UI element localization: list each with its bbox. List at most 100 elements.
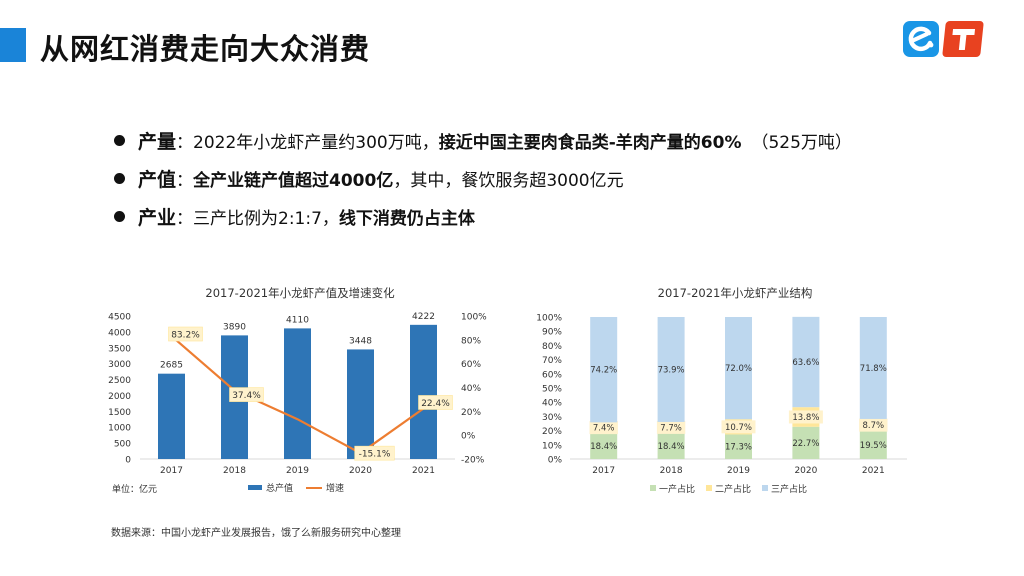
y-tick-label: 90% [542,328,562,338]
segment-label-box [859,418,888,432]
x-tick-label: 2019 [727,466,750,476]
segment-label-box [589,421,618,435]
page-title: 从网红消费走向大众消费 [40,32,371,66]
segment-data-label: 7.7% [660,423,682,433]
y-tick-label: 3000 [108,360,131,370]
stacked-bar-segment [725,434,752,459]
bullet-list: 产量 ： 2022年小龙虾产量约300万吨， 接近中国主要肉食品类-羊肉产量的6… [114,121,852,235]
bar-data-label: 2685 [160,361,183,371]
x-tick-label: 2017 [160,466,183,476]
segment-data-label: 18.4% [658,442,685,452]
bullet-text: 三产比例为2:1:7， [193,208,339,229]
bullet-key: 产量 [138,130,177,153]
bullet-highlight: 全产业链产值超过4000亿 [193,170,394,191]
segment-data-label: 13.8% [792,413,819,423]
bullet-text: 2022年小龙虾产量约300万吨， [193,132,439,153]
unit-note: 单位：亿元 [112,483,157,495]
segment-data-label: 74.2% [590,366,617,376]
y2-tick-label: 20% [461,408,481,418]
y-tick-label: 1500 [108,408,131,418]
bullet-industry: 产业 ： 三产比例为2:1:7， 线下消费仍占主体 [114,197,852,235]
segment-data-label: 8.7% [862,421,884,431]
x-tick-label: 2020 [794,466,817,476]
bullet-highlight: 接近中国主要肉食品类-羊肉产量的60% [438,132,742,153]
segment-data-label: 73.9% [658,365,685,375]
segment-data-label: 10.7% [725,423,752,433]
segment-data-label: 72.0% [725,364,752,374]
y-tick-label: 80% [542,342,562,352]
y2-tick-label: 40% [461,384,481,394]
y2-tick-label: 100% [461,313,487,323]
line-label-box [418,395,453,410]
y-tick-label: 40% [542,399,562,409]
t-logo-icon [942,21,984,57]
y-tick-label: 20% [542,427,562,437]
y-tick-label: 70% [542,356,562,366]
y-tick-label: 100% [536,314,562,324]
y-tick-label: 2000 [108,392,131,402]
y-tick-label: 1000 [108,424,131,434]
y2-tick-label: 0% [461,432,476,442]
bar-data-label: 3448 [349,336,372,346]
line-data-label: 83.2% [171,331,200,341]
legend-swatch-bar [248,485,262,490]
output-value-chart-svg: 2017-2021年小龙虾产值及增速变化 0 500 1000 1500 2000 2500… [108,286,487,495]
y-tick-label: 0% [548,456,563,466]
industry-structure-chart: 2017-2021年小龙虾产业结构 0% 10% 20% 30% 40% 50% 60% 70%… [530,280,930,500]
line-data-label: -15.1% [359,450,391,460]
line-label-box [168,326,203,342]
y-tick-label: 10% [542,441,562,451]
bar-total-value [284,328,311,459]
line-data-label: 22.4% [421,399,450,409]
bar-data-label: 3890 [223,322,246,332]
stacked-bar-segment [590,317,618,423]
y-tick-label: 0 [125,456,131,466]
y-tick-label: 30% [542,413,562,423]
chart-title: 2017-2021年小龙虾产值及增速变化 [205,286,395,300]
eleme-logo-icon [903,21,939,57]
x-tick-label: 2021 [862,466,885,476]
legend-label: 一产占比 [659,483,695,495]
y-tick-label: 4500 [108,313,131,323]
y-tick-label: 3500 [108,344,131,354]
segment-label-box [788,410,823,424]
legend-swatch [706,485,712,491]
stacked-bar-segment [725,317,752,420]
y-tick-label: 50% [542,385,562,395]
bullet-value: 产值 ： 全产业链产值超过4000亿 ，其中，餐饮服务超3000亿元 [114,159,852,197]
bullet-sep: ： [176,208,194,229]
x-tick-label: 2017 [592,466,615,476]
segment-data-label: 17.3% [725,443,752,453]
stacked-bar-segment [792,426,820,459]
stacked-bar-segment [859,317,887,419]
x-tick-label: 2018 [660,466,683,476]
y-tick-label: 60% [542,370,562,380]
bar-total-value [158,373,185,459]
chart-title: 2017-2021年小龙虾产业结构 [658,286,813,300]
bullet-dot [114,210,125,222]
bar-data-label: 4222 [412,312,435,322]
output-value-chart: 2017-2021年小龙虾产值及增速变化 0 500 1000 1500 2000 2500… [100,280,500,500]
segment-data-label: 18.4% [590,442,617,452]
legend-label: 二产占比 [715,483,751,495]
bar-total-value [347,349,374,459]
y-tick-label: 500 [114,440,131,450]
stacked-bar-segment [657,432,685,459]
industry-structure-chart-svg: 2017-2021年小龙虾产业结构 0% 10% 20% 30% 40% 50% 60% 70%… [536,286,907,495]
segment-label-box [721,420,756,434]
line-label-box [229,387,264,402]
segment-data-label: 71.8% [860,364,887,374]
bullet-dot [114,134,125,146]
segment-data-label: 63.6% [792,358,819,368]
bullet-key: 产业 [138,206,177,229]
x-tick-label: 2019 [286,466,309,476]
line-data-label: 37.4% [232,391,261,401]
x-tick-label: 2018 [223,466,246,476]
bullet-sep: ： [176,170,194,191]
bullet-output: 产量 ： 2022年小龙虾产量约300万吨， 接近中国主要肉食品类-羊肉产量的6… [114,121,852,159]
segment-data-label: 22.7% [792,439,819,449]
y-tick-label: 4000 [108,328,131,338]
line-label-box [354,445,395,461]
stacked-bar-segment [657,317,685,422]
legend-label: 三产占比 [771,483,807,495]
